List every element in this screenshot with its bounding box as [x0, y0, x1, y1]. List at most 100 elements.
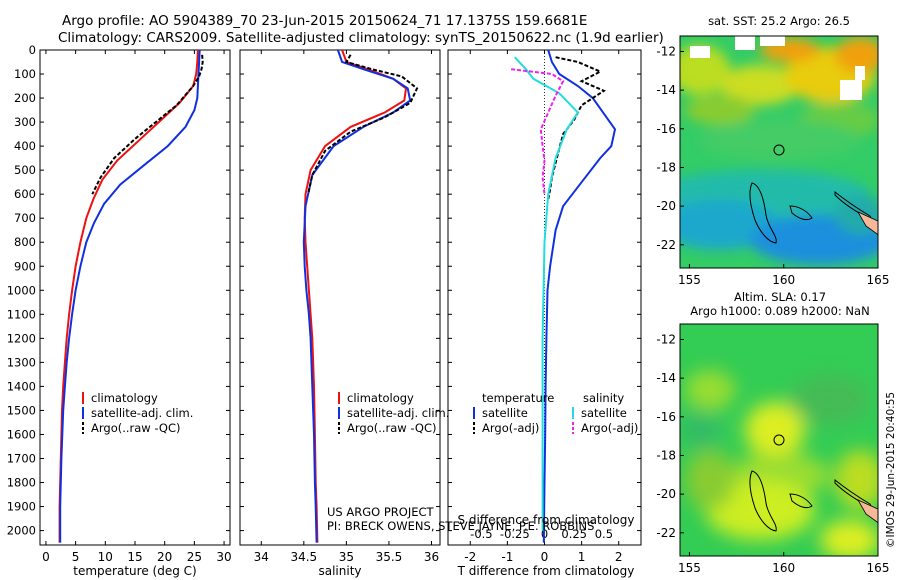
y-tick-label: 1900 [7, 500, 36, 514]
y-tick-label: 1500 [7, 403, 36, 417]
legend-climatology-label: climatology [91, 391, 158, 405]
x-tick-label: 25 [187, 550, 202, 564]
legend-climatology-label: climatology [347, 391, 414, 405]
credit-line2: PI: BRECK OWENS, STEVE JAYNE, P.E. ROBBI… [327, 519, 594, 533]
legend-s-satellite-label: satellite [581, 406, 627, 420]
series-line [58, 50, 199, 543]
y-tick-label: 600 [14, 187, 36, 201]
legend-salinity-header: salinity [583, 391, 624, 405]
salinity-legend: climatology satellite-adj. clim. Argo(..… [338, 391, 449, 435]
difference-x2label: S difference from climatology [458, 513, 635, 527]
imos-stamp: ©IMOS 29-Jun-2015 20:40:55 [885, 392, 897, 548]
legend-temperature-header: temperature [482, 391, 554, 405]
map-y-tick-label: -22 [656, 238, 676, 252]
y-tick-label: 100 [14, 67, 36, 81]
map-y-tick-label: -18 [656, 448, 676, 462]
x-tick-label: -2 [464, 550, 476, 564]
salinity-xlabel: salinity [318, 564, 361, 578]
series-line [307, 54, 419, 195]
legend-satellite-label: satellite-adj. clim. [347, 406, 449, 420]
y-tick-label: 1700 [7, 451, 36, 465]
sla-map-title1: Altim. SLA: 0.17 [734, 290, 826, 304]
y-tick-label: 1300 [7, 355, 36, 369]
y-tick-label: 500 [14, 163, 36, 177]
x-tick-label: 35.5 [376, 550, 403, 564]
x-tick-label: 35 [339, 550, 354, 564]
series-line [510, 68, 565, 195]
header-line1: Argo profile: AO 5904389_70 23-Jun-2015 … [62, 13, 587, 29]
x-tick-label: 34.5 [290, 550, 317, 564]
argo-float-marker [773, 434, 785, 446]
x-tick-label: 34 [254, 550, 269, 564]
series-line [302, 50, 412, 543]
legend-satellite-label: satellite-adj. clim. [91, 406, 193, 420]
series-line [91, 54, 204, 195]
map-y-tick-label: -16 [656, 122, 676, 136]
series-line [59, 50, 201, 543]
y-tick-label: 1100 [7, 307, 36, 321]
y-tick-label: 1400 [7, 379, 36, 393]
sla-map [680, 324, 878, 556]
map-y-tick-label: -14 [656, 371, 676, 385]
sla-map-title2: Argo h1000: 0.089 h2000: NaN [690, 304, 869, 318]
x-tick-label: 10 [98, 550, 113, 564]
y-tick-label: 900 [14, 259, 36, 273]
y-tick-label: 300 [14, 115, 36, 129]
map-y-tick-label: -12 [656, 332, 676, 346]
x2-tick-label: -0.25 [500, 527, 530, 541]
map-x-tick-label: 165 [867, 561, 890, 575]
x-tick-label: 0 [541, 550, 549, 564]
x-tick-label: 2 [615, 550, 623, 564]
temperature-xlabel: temperature (deg C) [73, 564, 196, 578]
y-tick-label: 1600 [7, 427, 36, 441]
x-tick-label: 36 [424, 550, 439, 564]
legend-s-argo-label: Argo(-adj) [581, 421, 638, 435]
difference-xlabel: T difference from climatology [457, 564, 635, 578]
temperature-panel [39, 49, 231, 546]
x-tick-label: 5 [72, 550, 80, 564]
temperature-legend: climatology satellite-adj. clim. Argo(..… [82, 391, 193, 435]
map-x-tick-label: 160 [772, 561, 795, 575]
series-line [542, 50, 617, 543]
x-tick-label: -1 [501, 550, 513, 564]
x-tick-label: 0 [42, 550, 50, 564]
legend-argo-label: Argo(..raw -QC) [347, 421, 437, 435]
x-tick-label: 30 [216, 550, 231, 564]
y-tick-label: 1000 [7, 283, 36, 297]
map-y-tick-label: -18 [656, 160, 676, 174]
salinity-panel [239, 49, 441, 546]
legend-t-argo-label: Argo(-adj) [482, 421, 539, 435]
map-y-tick-label: -20 [656, 487, 676, 501]
y-tick-label: 1800 [7, 476, 36, 490]
y-tick-label: 1200 [7, 331, 36, 345]
x2-tick-label: -0.5 [470, 527, 492, 541]
credit-line1: US ARGO PROJECT [327, 505, 435, 519]
map-x-tick-label: 165 [867, 273, 890, 287]
x-tick-label: 20 [157, 550, 172, 564]
difference-legend: temperature salinity satellite Argo(-adj… [473, 391, 638, 435]
series-line [514, 56, 580, 531]
series-line [547, 56, 607, 200]
series-line [303, 50, 408, 543]
y-tick-label: 2000 [7, 524, 36, 538]
x2-tick-label: 0.5 [595, 527, 613, 541]
map-x-tick-label: 160 [772, 273, 795, 287]
y-tick-label: 400 [14, 139, 36, 153]
map-y-tick-label: -14 [656, 83, 676, 97]
y-tick-label: 700 [14, 211, 36, 225]
y-tick-label: 800 [14, 235, 36, 249]
x-tick-label: 1 [578, 550, 586, 564]
map-x-tick-label: 155 [678, 561, 701, 575]
x2-tick-label: 0.25 [561, 527, 587, 541]
legend-t-satellite-label: satellite [482, 406, 528, 420]
legend-argo-label: Argo(..raw -QC) [91, 421, 181, 435]
map-y-tick-label: -20 [656, 199, 676, 213]
sst-map [680, 36, 878, 268]
header-line2: Climatology: CARS2009. Satellite-adjuste… [58, 30, 664, 46]
map-y-tick-label: -12 [656, 44, 676, 58]
sst-map-title: sat. SST: 25.2 Argo: 26.5 [708, 14, 850, 28]
argo-float-marker [773, 144, 785, 156]
map-x-tick-label: 155 [678, 273, 701, 287]
map-y-tick-label: -16 [656, 410, 676, 424]
